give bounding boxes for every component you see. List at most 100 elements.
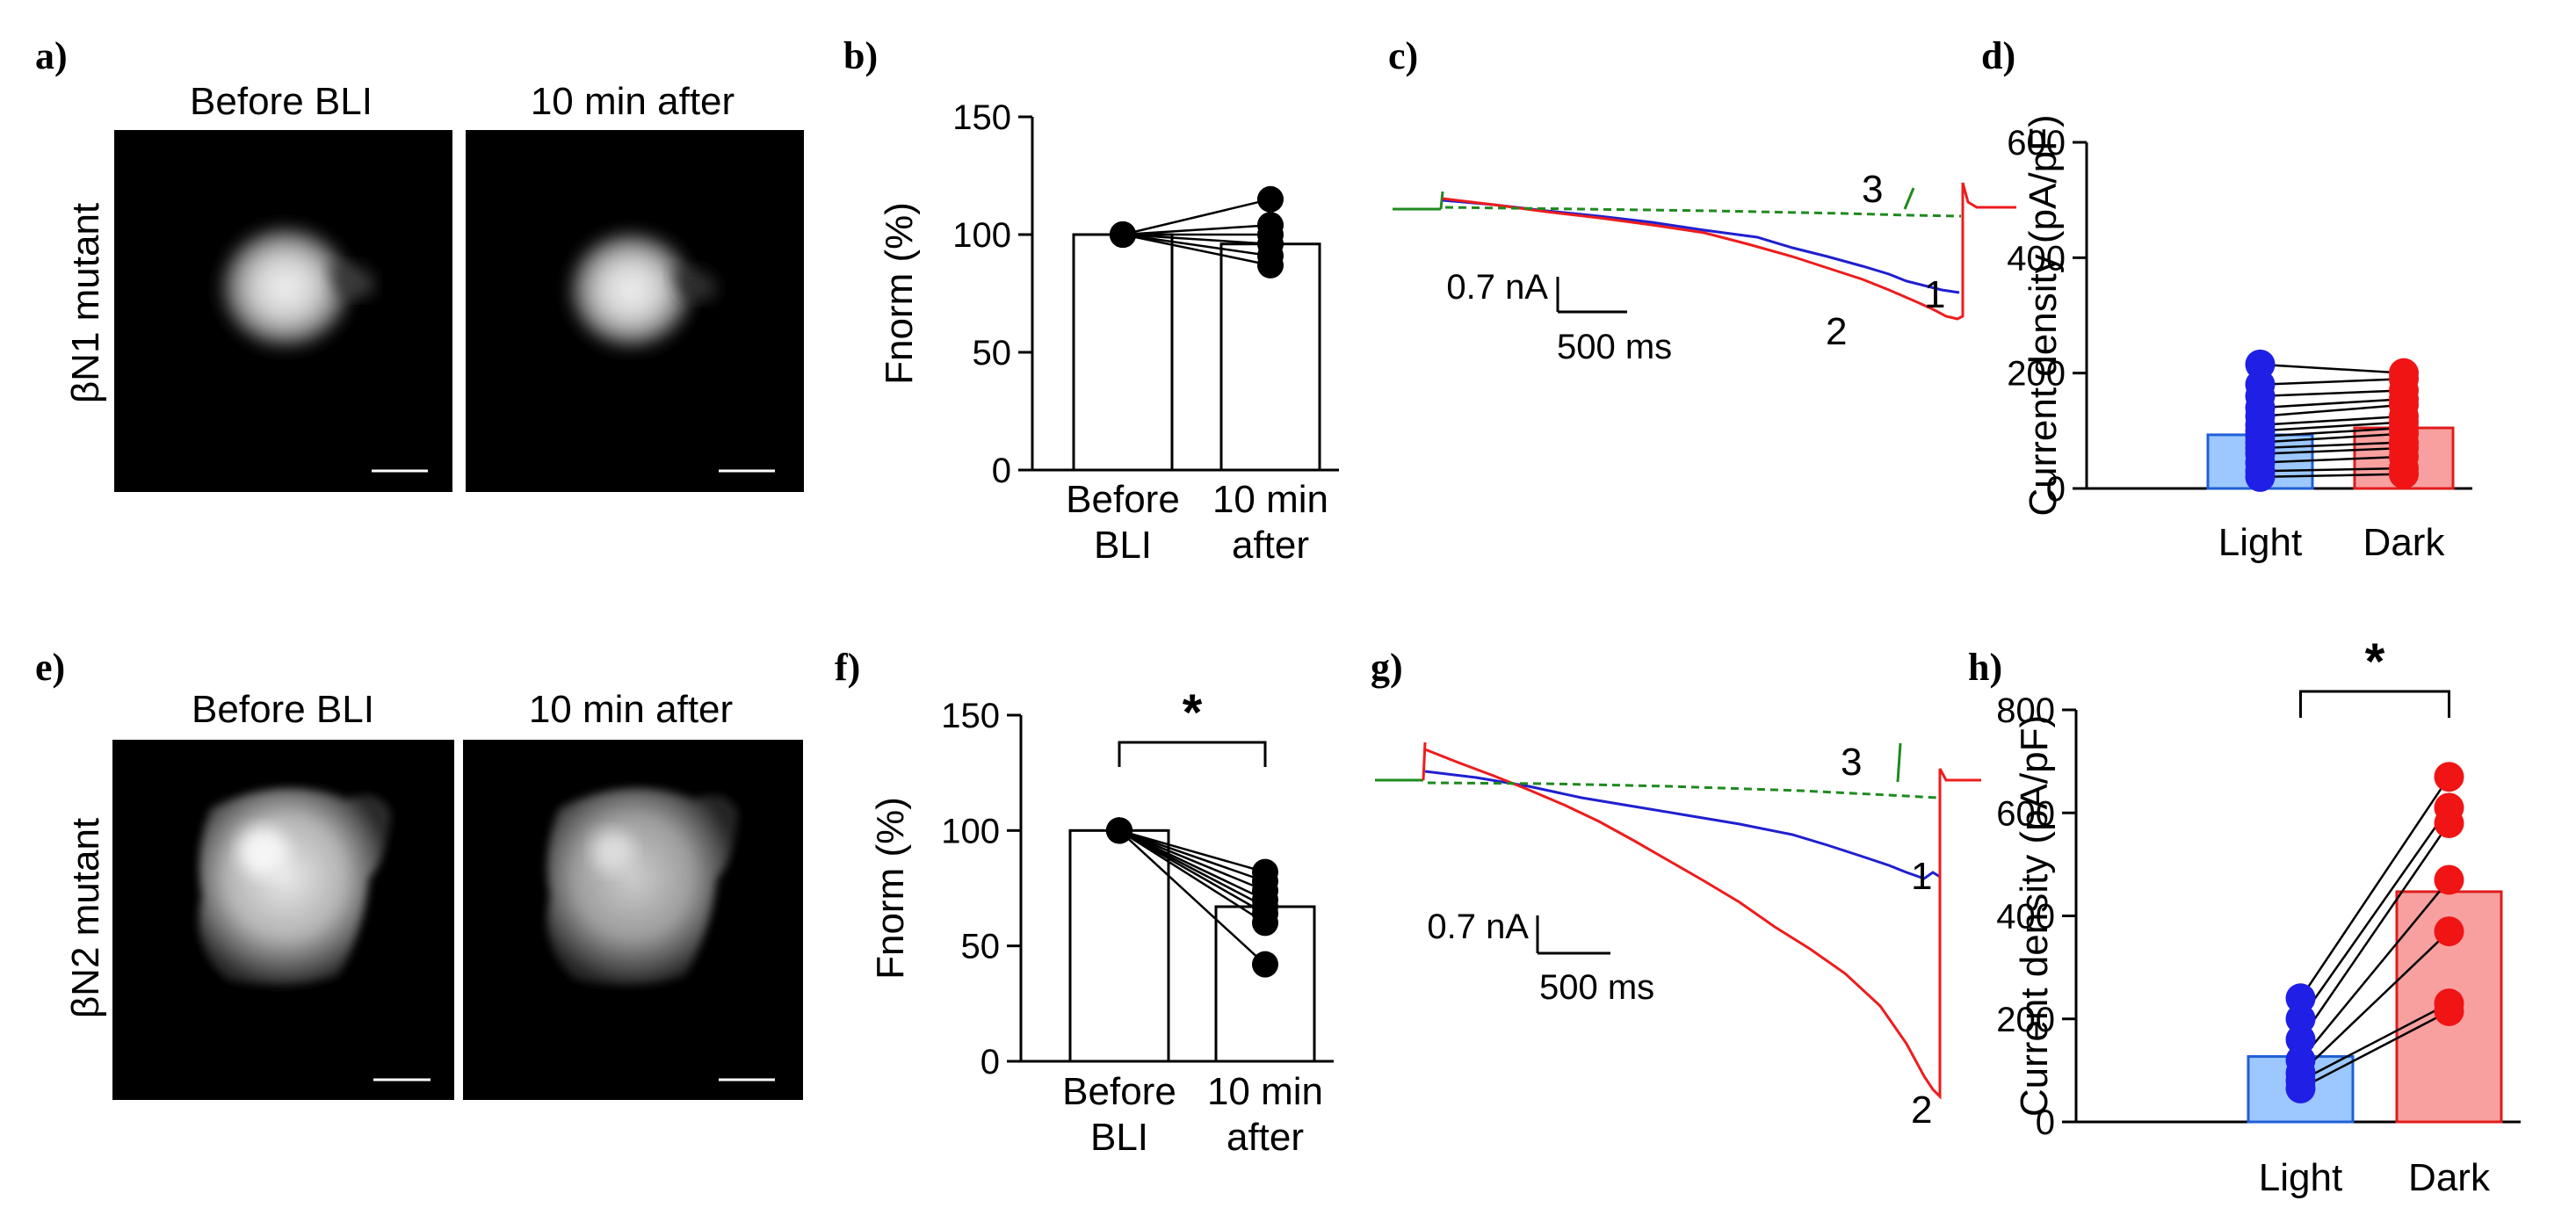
paired-line [1122, 233, 1271, 245]
scale-current-g: 0.7 nA [1427, 908, 1529, 946]
paired-line [1122, 224, 1271, 236]
trace-label-g-1: 1 [1911, 855, 1932, 898]
trace-g-3 [1427, 781, 1938, 799]
y-tick-label: 0 [2046, 470, 2066, 509]
x-tick-label: Light [2259, 1156, 2342, 1199]
x-tick-label: BLI [1090, 1116, 1148, 1159]
image-label-before-row2: Before BLI [192, 688, 374, 731]
y-tick-label: 0 [992, 452, 1011, 490]
bar-first [1072, 233, 1174, 472]
image-label-after-row1: 10 min after [531, 80, 734, 123]
data-point-second [2434, 762, 2464, 792]
x-tick-label: BLI [1094, 524, 1152, 567]
y-tick-label: 100 [952, 216, 1011, 255]
paired-line [2260, 377, 2405, 387]
y-axis-title: Current density (pA/pF) [2022, 114, 2065, 516]
trace-label-c-1: 1 [1924, 273, 1945, 316]
bar-first [1068, 828, 1170, 1063]
paired-line [2260, 473, 2405, 479]
data-point-second [2434, 864, 2464, 895]
data-point-second [2434, 916, 2464, 947]
panel-label-h: h) [1968, 646, 2002, 689]
paired-line [1122, 198, 1271, 236]
data-point-second [1252, 909, 1278, 937]
trace-label-g-3: 3 [1841, 741, 1862, 784]
paired-line [1118, 829, 1266, 873]
x-tick-label: Dark [2363, 521, 2446, 564]
x-tick-label: 10 min [1207, 1070, 1323, 1113]
data-point-first [1106, 817, 1132, 844]
y-tick-label: 400 [1996, 898, 2055, 937]
y-tick-label: 50 [961, 928, 1001, 966]
x-tick-label: Dark [2408, 1156, 2491, 1199]
trace-g-2 [1424, 748, 1981, 1100]
bar-second [1219, 242, 1321, 472]
data-point-first [2245, 461, 2276, 492]
paired-line [2260, 421, 2405, 432]
data-point-second [2434, 807, 2464, 838]
data-point-second [1257, 251, 1284, 278]
paired-line [2299, 807, 2450, 1020]
trace-c-2 [1442, 182, 2016, 321]
paired-line [2260, 397, 2405, 409]
row-label-bn2: βN2 mutant [64, 818, 107, 1018]
paired-line [1118, 829, 1266, 915]
paired-line [2260, 467, 2405, 473]
data-point-first [2285, 1024, 2316, 1055]
y-tick-label: 200 [1996, 1001, 2055, 1039]
data-point-second [1252, 951, 1278, 978]
x-tick-label: after [1232, 524, 1309, 567]
paired-line [1122, 233, 1271, 257]
panel-label-d: d) [1981, 34, 2015, 77]
y-tick-label: 600 [2007, 124, 2066, 163]
paired-line [1122, 233, 1271, 267]
panel-label-e: e) [35, 646, 65, 689]
panel-label-g: g) [1371, 646, 1403, 689]
y-tick-label: 50 [973, 334, 1012, 373]
x-tick-label: after [1226, 1116, 1304, 1159]
paired-line [2299, 776, 2450, 999]
y-tick-label: 200 [2007, 355, 2066, 394]
paired-line [1118, 829, 1266, 892]
x-tick-label: 10 min [1212, 478, 1328, 521]
y-axis-title: Current density (pA/pF) [2013, 715, 2056, 1117]
paired-line [2260, 415, 2405, 427]
paired-line [2260, 363, 2405, 374]
trace-c-3 [1444, 206, 1962, 218]
panel-label-b: b) [843, 34, 878, 77]
data-point-first [2285, 1073, 2316, 1103]
trace-label-c-3: 3 [1862, 168, 1883, 211]
scale-time-g: 500 ms [1539, 968, 1654, 1007]
y-tick-label: 600 [1996, 794, 2055, 833]
micrograph-bn1-before [114, 130, 452, 492]
y-tick-label: 100 [941, 812, 1000, 850]
y-tick-label: 0 [980, 1043, 1000, 1081]
scale-time-c: 500 ms [1557, 328, 1672, 366]
significance-star: * [1183, 684, 1203, 741]
row-label-bn1: βN1 mutant [64, 203, 107, 403]
trace-g-1 [1424, 770, 1941, 880]
panel-label-a: a) [35, 34, 68, 77]
trace-panel-g: 0.7 nA 500 ms 3 1 2 [1375, 741, 1981, 1132]
data-point-first [2285, 983, 2316, 1014]
paired-line [2260, 389, 2405, 398]
significance-bracket [2299, 690, 2450, 718]
paired-line [2260, 455, 2405, 464]
paired-line [2260, 441, 2405, 450]
panel-label-f: f) [835, 646, 860, 689]
image-label-before-row1: Before BLI [190, 80, 373, 123]
trace-label-c-2: 2 [1826, 310, 1847, 353]
y-tick-label: 0 [2036, 1103, 2055, 1142]
trace-label-g-2: 2 [1911, 1089, 1932, 1132]
paired-line [2260, 403, 2405, 418]
significance-bracket [1118, 741, 1267, 767]
micrograph-bn1-after [466, 130, 804, 492]
data-point-second [1257, 185, 1284, 213]
significance-star: * [2365, 633, 2385, 691]
y-tick-label: 150 [941, 697, 1000, 735]
image-label-after-row2: 10 min after [529, 688, 733, 731]
